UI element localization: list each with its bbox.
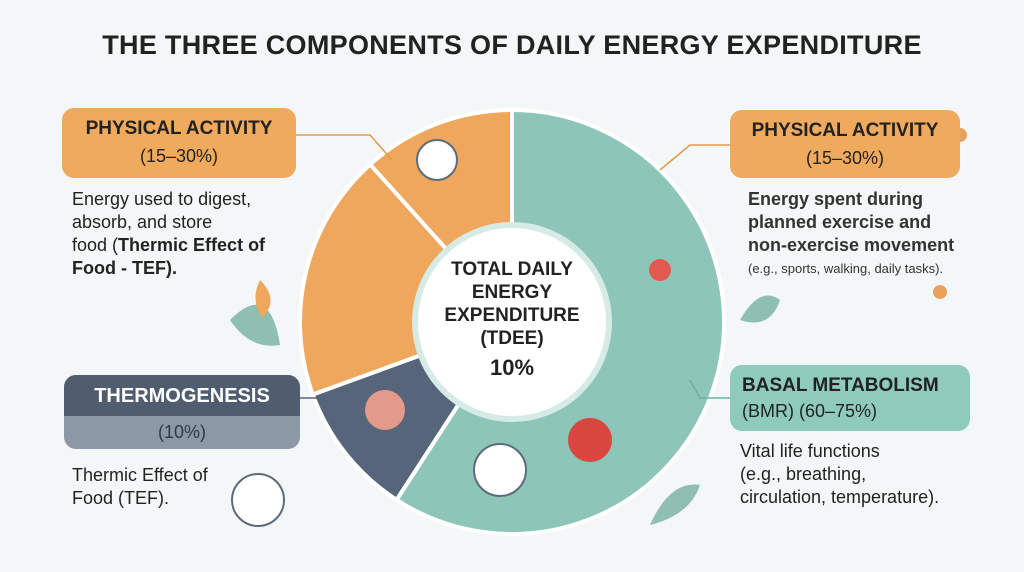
- range: (BMR) (60–75%): [742, 401, 878, 421]
- heading: PHYSICAL ACTIVITY: [751, 120, 939, 141]
- connector: [300, 391, 341, 399]
- leaf-icon: [650, 484, 700, 525]
- connector: [689, 379, 730, 399]
- description: Energy spent during planned exercise and…: [748, 188, 1008, 280]
- desc-line: food (Thermic Effect of: [72, 234, 302, 257]
- desc-line: circulation, temperature).: [740, 487, 940, 507]
- center-value: 10%: [489, 355, 535, 380]
- callout-box: THERMOGENESIS (10%): [64, 375, 300, 449]
- desc-line: absorb, and store: [72, 212, 213, 232]
- center-line: TOTAL DAILY: [451, 259, 573, 280]
- stomach-icon: [365, 390, 405, 430]
- center-line: EXPENDITURE: [444, 305, 580, 326]
- range: (10%): [157, 422, 206, 442]
- leaf-icon: [230, 304, 280, 346]
- range: (15–30%): [139, 146, 219, 166]
- desc-line: (e.g., breathing,: [740, 464, 867, 484]
- heading: THERMOGENESIS: [64, 375, 300, 416]
- desc-line: Food - TEF).: [72, 258, 177, 278]
- plate-icon: [416, 139, 458, 181]
- description: Energy used to digest, absorb, and store…: [72, 188, 302, 280]
- desc-line: non-exercise movement: [748, 235, 955, 255]
- desc-line: Thermic Effect of: [72, 465, 208, 485]
- plate-icon: [473, 443, 527, 497]
- title: THE THREE COMPONENTS OF DAILY ENERGY EXP…: [102, 30, 922, 60]
- desc-line: planned exercise and: [748, 212, 932, 232]
- desc-line: Food (TEF).: [72, 488, 170, 508]
- center-line: (TDEE): [480, 328, 544, 349]
- plate-icon: [231, 473, 285, 527]
- desc-line: Vital life functions: [740, 441, 880, 461]
- callout-box: PHYSICAL ACTIVITY (15–30%): [730, 110, 960, 178]
- center-circle: [412, 222, 612, 422]
- connector: [659, 144, 730, 171]
- heart-icon: [649, 259, 671, 281]
- heart-icon: [568, 418, 612, 462]
- desc-bold: Thermic Effect of: [118, 235, 266, 255]
- description: Vital life functions (e.g., breathing, c…: [740, 440, 1000, 509]
- desc-line: Energy used to digest,: [72, 189, 252, 209]
- leaf-icon: [740, 295, 780, 323]
- heading: BASAL METABOLISM: [742, 375, 939, 396]
- description: Thermic Effect of Food (TEF).: [72, 464, 232, 510]
- range: (15–30%): [805, 148, 885, 168]
- desc-note: (e.g., sports, walking, daily tasks).: [748, 261, 944, 276]
- heading: PHYSICAL ACTIVITY: [85, 118, 273, 139]
- desc-line: Energy spent during: [748, 189, 924, 209]
- center-line: ENERGY: [471, 282, 553, 303]
- leaf-icon: [255, 280, 271, 318]
- callout-box: PHYSICAL ACTIVITY (15–30%): [62, 108, 296, 178]
- connector: [296, 134, 393, 161]
- center-label: TOTAL DAILY ENERGY EXPENDITURE (TDEE) 10…: [440, 258, 584, 379]
- callout-box: BASAL METABOLISM (BMR) (60–75%): [730, 365, 970, 431]
- runner-icon: [933, 285, 947, 299]
- desc-text: food (: [72, 235, 119, 255]
